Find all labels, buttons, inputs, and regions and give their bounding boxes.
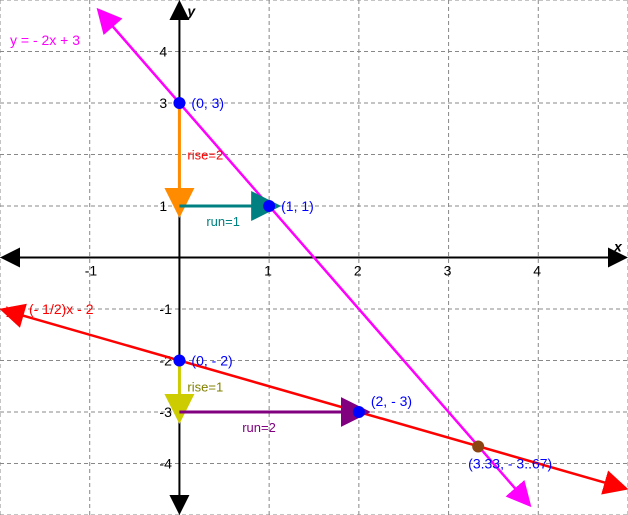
point xyxy=(173,97,185,109)
svg-text:4: 4 xyxy=(533,263,541,279)
svg-text:3: 3 xyxy=(444,263,452,279)
y-axis-label: y xyxy=(186,3,196,19)
svg-text:1: 1 xyxy=(264,263,272,279)
run2-label: run=2 xyxy=(242,420,276,435)
svg-text:2: 2 xyxy=(354,263,362,279)
rise2-label: rise=1 xyxy=(187,379,223,394)
svg-text:4: 4 xyxy=(159,44,167,60)
equation-magenta: y = - 2x + 3 xyxy=(10,32,80,48)
point-label: (3.33, - 3..67) xyxy=(468,456,552,472)
point xyxy=(173,355,185,367)
svg-text:-1: -1 xyxy=(159,301,172,317)
svg-text:-3: -3 xyxy=(159,404,172,420)
x-axis-label: x xyxy=(613,239,623,255)
point-label: (0, 3) xyxy=(191,95,224,111)
points: (0, 3) (1, 1) (0, - 2) (2, - 3) (3.33, - 3..… xyxy=(173,95,552,472)
point xyxy=(472,441,484,453)
svg-text:-4: -4 xyxy=(159,456,172,472)
point-label: (1, 1) xyxy=(281,198,314,214)
rise1-label: rise=2 xyxy=(187,148,223,163)
point xyxy=(353,406,365,418)
equation-red: y = (- 1/2)x - 2 xyxy=(6,301,94,317)
point-label: (2, - 3) xyxy=(371,393,412,409)
run1-label: run=1 xyxy=(206,214,240,229)
svg-text:3: 3 xyxy=(159,95,167,111)
point xyxy=(263,200,275,212)
coordinate-graph: x y -11234-4-3-2-1134 y = - 2x + 3 y = (… xyxy=(0,0,628,515)
svg-text:1: 1 xyxy=(159,198,167,214)
svg-text:-1: -1 xyxy=(85,263,98,279)
point-label: (0, - 2) xyxy=(191,353,232,369)
